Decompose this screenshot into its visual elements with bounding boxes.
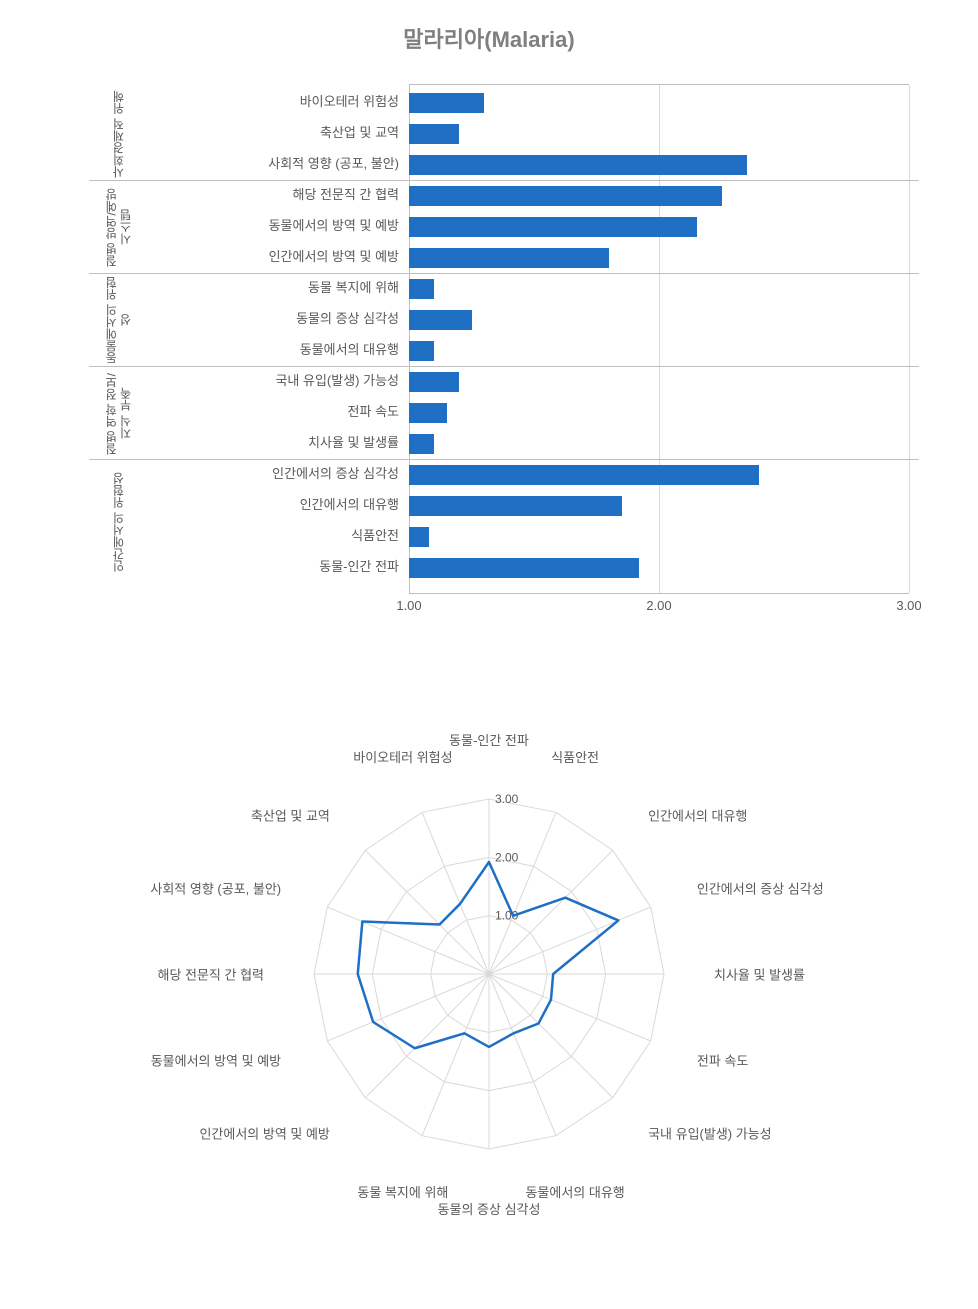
bar-label: 동물의 증상 심각성 — [219, 309, 399, 329]
bar — [409, 124, 459, 144]
radar-axis-label: 식품안전 — [551, 747, 599, 766]
bar-label: 인간에서의 방역 및 예방 — [219, 247, 399, 267]
bar-rect — [409, 248, 609, 268]
radar-series — [358, 862, 619, 1048]
bar-rect — [409, 155, 747, 175]
bar — [409, 434, 434, 454]
bar — [409, 310, 472, 330]
bar-rect — [409, 527, 429, 547]
bar-label: 동물에서의 방역 및 예방 — [219, 216, 399, 236]
radar-axis-label: 국내 유입(발생) 가능성 — [648, 1124, 772, 1143]
radar-axis-label: 전파 속도 — [697, 1051, 748, 1070]
radar-axis-label: 인간에서의 증상 심각성 — [697, 878, 824, 897]
bar-rect — [409, 341, 434, 361]
group-label: 사회경제적 위해 — [89, 88, 149, 181]
group-separator — [89, 366, 919, 367]
radar-axis-label: 인간에서의 방역 및 예방 — [199, 1124, 329, 1143]
group-label: 질병 방역/예방 시스템 — [89, 181, 149, 274]
radar-spoke — [489, 812, 556, 974]
radar-spoke — [489, 974, 651, 1041]
radar-axis-label: 해당 전문직 간 협력 — [157, 965, 264, 984]
bar-label: 식품안전 — [219, 526, 399, 546]
radar-tick-label: 2.00 — [495, 850, 519, 864]
x-tick-label: 3.00 — [896, 598, 921, 613]
radar-axis-label: 사회적 영향 (공포, 불안) — [150, 878, 281, 897]
bar-label: 해당 전문직 간 협력 — [219, 185, 399, 205]
bar-rect — [409, 124, 459, 144]
gridline — [909, 85, 910, 593]
group-label: 인간에서의 위험성 — [89, 460, 149, 584]
radar-axis-label: 동물에서의 방역 및 예방 — [151, 1051, 281, 1070]
bar — [409, 93, 484, 113]
bar-rect — [409, 93, 484, 113]
bar-label: 인간에서의 증상 심각성 — [219, 464, 399, 484]
radar-axis-label: 동물에서의 대유행 — [525, 1182, 624, 1201]
bar — [409, 372, 459, 392]
radar-axis-label: 동물-인간 전파 — [449, 730, 529, 749]
bar-rect — [409, 403, 447, 423]
group-label: 질병 역학 정보/지식 부족 — [89, 367, 149, 460]
radar-axis-label: 축산업 및 교역 — [251, 805, 330, 824]
bar-rect — [409, 217, 697, 237]
bar-label: 인간에서의 대유행 — [219, 495, 399, 515]
x-tick-label: 2.00 — [646, 598, 671, 613]
radar-axis-label: 바이오테러 위험성 — [353, 747, 452, 766]
bar-label: 국내 유입(발생) 가능성 — [219, 371, 399, 391]
bar-rect — [409, 558, 639, 578]
bar — [409, 403, 447, 423]
bar — [409, 465, 759, 485]
radar-spoke — [327, 974, 489, 1041]
bar-label: 전파 속도 — [219, 402, 399, 422]
bar-rect — [409, 186, 722, 206]
x-tick-label: 1.00 — [396, 598, 421, 613]
radar-axis-label: 치사율 및 발생률 — [714, 965, 805, 984]
radar-axis-label: 동물 복지에 위해 — [357, 1182, 448, 1201]
radar-chart: 1.002.003.00동물-인간 전파식품안전인간에서의 대유행인간에서의 증… — [59, 694, 919, 1254]
chart-title: 말라리아(Malaria) — [0, 0, 978, 64]
bar — [409, 248, 609, 268]
radar-spoke — [365, 850, 489, 974]
group-label: 동물에서의 위험성 — [89, 274, 149, 367]
radar-axis-label: 동물의 증상 심각성 — [438, 1199, 541, 1218]
group-separator — [89, 180, 919, 181]
bar-label: 축산업 및 교역 — [219, 123, 399, 143]
bar — [409, 186, 722, 206]
bar-plot-area — [409, 84, 909, 594]
group-separator — [89, 459, 919, 460]
bar-rect — [409, 434, 434, 454]
bar-label: 동물에서의 대유행 — [219, 340, 399, 360]
bar — [409, 558, 639, 578]
bar-label: 치사율 및 발생률 — [219, 433, 399, 453]
bar-label: 사회적 영향 (공포, 불안) — [219, 154, 399, 174]
radar-spoke — [327, 907, 489, 974]
bar-rect — [409, 496, 622, 516]
bar — [409, 217, 697, 237]
bar-rect — [409, 310, 472, 330]
radar-axis-label: 인간에서의 대유행 — [648, 805, 747, 824]
radar-spoke — [489, 974, 556, 1136]
bar — [409, 279, 434, 299]
bar — [409, 527, 429, 547]
group-separator — [89, 273, 919, 274]
bar — [409, 341, 434, 361]
bar — [409, 496, 622, 516]
bar — [409, 155, 747, 175]
radar-spoke — [422, 974, 489, 1136]
bar-rect — [409, 465, 759, 485]
bar-label: 동물-인간 전파 — [219, 557, 399, 577]
bar-rect — [409, 372, 459, 392]
bar-label: 바이오테러 위험성 — [219, 92, 399, 112]
radar-spoke — [422, 812, 489, 974]
radar-tick-label: 3.00 — [495, 792, 519, 806]
bar-chart: 1.00 2.00 3.00 바이오테러 위험성축산업 및 교역사회적 영향 (공포,… — [59, 64, 919, 624]
bar-label: 동물 복지에 위해 — [219, 278, 399, 298]
bar-rect — [409, 279, 434, 299]
